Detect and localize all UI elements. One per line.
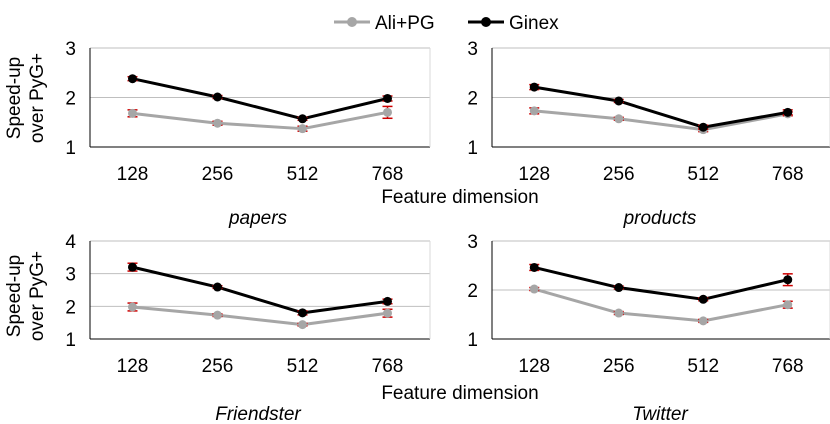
y-axis-label-top-line1: Speed-up (4, 57, 25, 139)
products-y-tick-1: 1 (467, 138, 478, 159)
friendster-line-ginex (132, 265, 388, 315)
panel-title-twitter: Twitter (632, 404, 688, 424)
friendster-point-ginex-128 (128, 262, 137, 272)
y-axis-label-bottom-line2: over PyG+ (27, 251, 48, 341)
x-axis-label-top: Feature dimension (381, 187, 538, 208)
twitter-point-ginex-256 (614, 283, 624, 293)
panel-twitter: 1 2 3 128 256 512 768 (467, 232, 830, 377)
products-line-ginex (534, 85, 789, 129)
papers-point-ginex-128 (128, 74, 137, 84)
papers-y-tick-2: 2 (65, 89, 76, 110)
products-point-ginex-512 (698, 122, 708, 132)
panel-title-products: products (623, 208, 697, 229)
products-point-ginex-256 (614, 96, 624, 106)
twitter-point-aliplus-pg-512 (698, 316, 708, 326)
twitter-x-tick-128: 128 (518, 356, 550, 377)
x-axis-label-bottom: Feature dimension (381, 383, 538, 404)
twitter-point-ginex-128 (529, 262, 539, 272)
papers-line-aliplus-pg (132, 110, 388, 131)
products-x-tick-512: 512 (687, 164, 719, 185)
legend-marker-ginex (481, 17, 491, 27)
legend-label-aliplus-pg: Ali+PG (375, 13, 435, 34)
papers-point-ginex-768 (383, 93, 392, 103)
papers-point-aliplus-pg-256 (213, 118, 222, 128)
papers-x-tick-128: 128 (117, 164, 149, 185)
twitter-line-ginex (533, 266, 789, 301)
papers-line-ginex (132, 77, 388, 121)
friendster-x-tick-768: 768 (372, 356, 404, 377)
legend: Ali+PG Ginex (334, 13, 559, 34)
products-x-tick-256: 256 (603, 164, 635, 185)
products-line-aliplus-pg (534, 109, 789, 132)
papers-point-aliplus-pg-768 (383, 107, 392, 117)
papers-x-tick-768: 768 (372, 164, 404, 185)
products-point-aliplus-pg-128 (529, 106, 539, 116)
products-y-tick-3: 3 (467, 39, 478, 60)
twitter-point-aliplus-pg-128 (529, 284, 539, 294)
papers-y-tick-1: 1 (65, 138, 76, 159)
twitter-x-tick-256: 256 (603, 356, 635, 377)
friendster-line-aliplus-pg (132, 305, 388, 327)
panel-friendster: 1 2 3 4 128 256 512 768 (65, 232, 431, 377)
friendster-y-tick-4: 4 (65, 232, 76, 253)
legend-marker-aliplus-pg (347, 17, 357, 27)
products-x-tick-128: 128 (518, 164, 550, 185)
friendster-point-ginex-256 (213, 282, 222, 292)
friendster-x-tick-256: 256 (202, 356, 234, 377)
legend-label-ginex: Ginex (509, 13, 559, 34)
legend-item-ginex: Ginex (468, 13, 559, 34)
friendster-y-tick-3: 3 (65, 265, 76, 286)
panel-papers: 1 2 3 128 256 512 768 (65, 39, 431, 185)
twitter-point-aliplus-pg-768 (783, 300, 793, 310)
friendster-point-aliplus-pg-128 (128, 302, 137, 312)
twitter-y-tick-2: 2 (467, 281, 478, 302)
twitter-line-aliplus-pg (533, 287, 789, 323)
twitter-y-tick-1: 1 (467, 330, 478, 351)
panel-title-papers: papers (228, 208, 288, 229)
twitter-x-tick-768: 768 (772, 356, 804, 377)
papers-point-aliplus-pg-512 (298, 124, 307, 134)
products-y-tick-2: 2 (467, 89, 478, 110)
friendster-y-tick-2: 2 (65, 297, 76, 318)
legend-item-aliplus-pg: Ali+PG (334, 13, 435, 34)
twitter-point-aliplus-pg-256 (614, 308, 624, 318)
friendster-point-aliplus-pg-256 (213, 310, 222, 320)
papers-y-tick-3: 3 (65, 39, 76, 60)
products-point-ginex-768 (783, 107, 793, 117)
y-axis-label-top-line2: over PyG+ (27, 53, 48, 143)
papers-point-aliplus-pg-128 (128, 108, 137, 118)
twitter-y-tick-3: 3 (467, 232, 478, 253)
products-point-aliplus-pg-256 (614, 114, 624, 124)
products-x-tick-768: 768 (772, 164, 804, 185)
friendster-point-aliplus-pg-768 (383, 308, 392, 318)
y-axis-label-bottom-line1: Speed-up (4, 255, 25, 337)
panel-products: 1 2 3 128 256 512 768 (467, 39, 830, 185)
papers-point-ginex-512 (298, 114, 307, 124)
papers-x-tick-512: 512 (287, 164, 319, 185)
products-point-ginex-128 (529, 82, 539, 92)
friendster-point-ginex-512 (298, 308, 307, 318)
twitter-point-ginex-768 (783, 275, 793, 285)
friendster-point-aliplus-pg-512 (298, 320, 307, 330)
friendster-point-ginex-768 (383, 296, 392, 306)
papers-point-ginex-256 (213, 92, 222, 102)
papers-x-tick-256: 256 (202, 164, 234, 185)
panel-title-friendster: Friendster (215, 404, 301, 424)
friendster-x-tick-512: 512 (287, 356, 319, 377)
twitter-x-tick-512: 512 (687, 356, 719, 377)
twitter-point-ginex-512 (698, 294, 708, 304)
friendster-x-tick-128: 128 (117, 356, 149, 377)
friendster-y-tick-1: 1 (65, 330, 76, 351)
